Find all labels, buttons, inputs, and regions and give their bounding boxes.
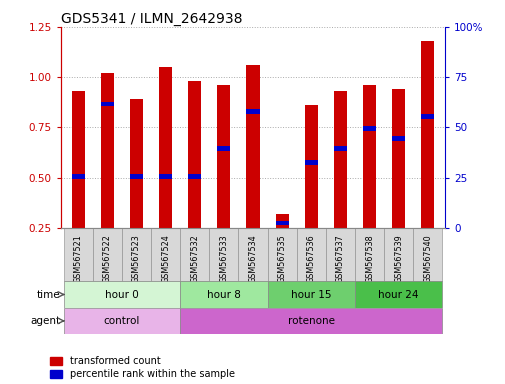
Text: GSM567522: GSM567522: [103, 234, 112, 283]
Text: hour 15: hour 15: [290, 290, 331, 300]
Bar: [100, 102, 114, 106]
FancyBboxPatch shape: [122, 228, 150, 281]
Bar: [421, 41, 433, 228]
FancyBboxPatch shape: [267, 281, 355, 308]
Text: hour 0: hour 0: [105, 290, 138, 300]
FancyBboxPatch shape: [325, 228, 355, 281]
Bar: [246, 65, 259, 228]
Text: GSM567532: GSM567532: [190, 234, 199, 283]
Text: GSM567538: GSM567538: [364, 234, 373, 283]
Text: GSM567523: GSM567523: [132, 234, 141, 283]
Text: GSM567536: GSM567536: [306, 234, 315, 283]
Bar: [159, 67, 172, 228]
Bar: [246, 109, 259, 114]
Text: GSM567535: GSM567535: [277, 234, 286, 283]
Bar: [130, 99, 143, 228]
Bar: [275, 221, 288, 225]
Text: agent: agent: [30, 316, 60, 326]
Text: GSM567534: GSM567534: [248, 234, 257, 283]
FancyBboxPatch shape: [355, 228, 383, 281]
FancyBboxPatch shape: [296, 228, 325, 281]
Bar: [188, 174, 201, 179]
FancyBboxPatch shape: [355, 281, 441, 308]
Bar: [421, 114, 433, 119]
Bar: [72, 91, 84, 228]
Bar: [362, 85, 375, 228]
Text: rotenone: rotenone: [287, 316, 334, 326]
FancyBboxPatch shape: [92, 228, 122, 281]
Bar: [100, 73, 114, 228]
Bar: [130, 174, 143, 179]
Bar: [333, 146, 346, 151]
FancyBboxPatch shape: [64, 308, 180, 334]
Bar: [217, 85, 230, 228]
Legend: transformed count, percentile rank within the sample: transformed count, percentile rank withi…: [50, 356, 234, 379]
Bar: [362, 126, 375, 131]
Bar: [72, 174, 84, 179]
Bar: [217, 146, 230, 151]
FancyBboxPatch shape: [180, 228, 209, 281]
FancyBboxPatch shape: [180, 308, 441, 334]
FancyBboxPatch shape: [383, 228, 413, 281]
FancyBboxPatch shape: [150, 228, 180, 281]
FancyBboxPatch shape: [209, 228, 238, 281]
Text: GSM567540: GSM567540: [423, 234, 431, 283]
Text: GSM567539: GSM567539: [393, 234, 402, 283]
FancyBboxPatch shape: [267, 228, 296, 281]
Text: GSM567521: GSM567521: [74, 234, 82, 283]
Text: time: time: [36, 290, 60, 300]
FancyBboxPatch shape: [413, 228, 441, 281]
Bar: [159, 174, 172, 179]
FancyBboxPatch shape: [238, 228, 267, 281]
FancyBboxPatch shape: [64, 228, 92, 281]
Bar: [275, 214, 288, 228]
Bar: [188, 81, 201, 228]
Text: GSM567533: GSM567533: [219, 234, 228, 283]
Text: GSM567524: GSM567524: [161, 234, 170, 283]
Text: hour 24: hour 24: [378, 290, 418, 300]
Bar: [304, 161, 317, 165]
Bar: [304, 105, 317, 228]
FancyBboxPatch shape: [180, 281, 267, 308]
Text: control: control: [104, 316, 140, 326]
Bar: [391, 89, 405, 228]
Text: hour 8: hour 8: [207, 290, 240, 300]
Text: GSM567537: GSM567537: [335, 234, 344, 283]
FancyBboxPatch shape: [64, 281, 180, 308]
Text: GDS5341 / ILMN_2642938: GDS5341 / ILMN_2642938: [61, 12, 242, 26]
Bar: [333, 91, 346, 228]
Bar: [391, 136, 405, 141]
